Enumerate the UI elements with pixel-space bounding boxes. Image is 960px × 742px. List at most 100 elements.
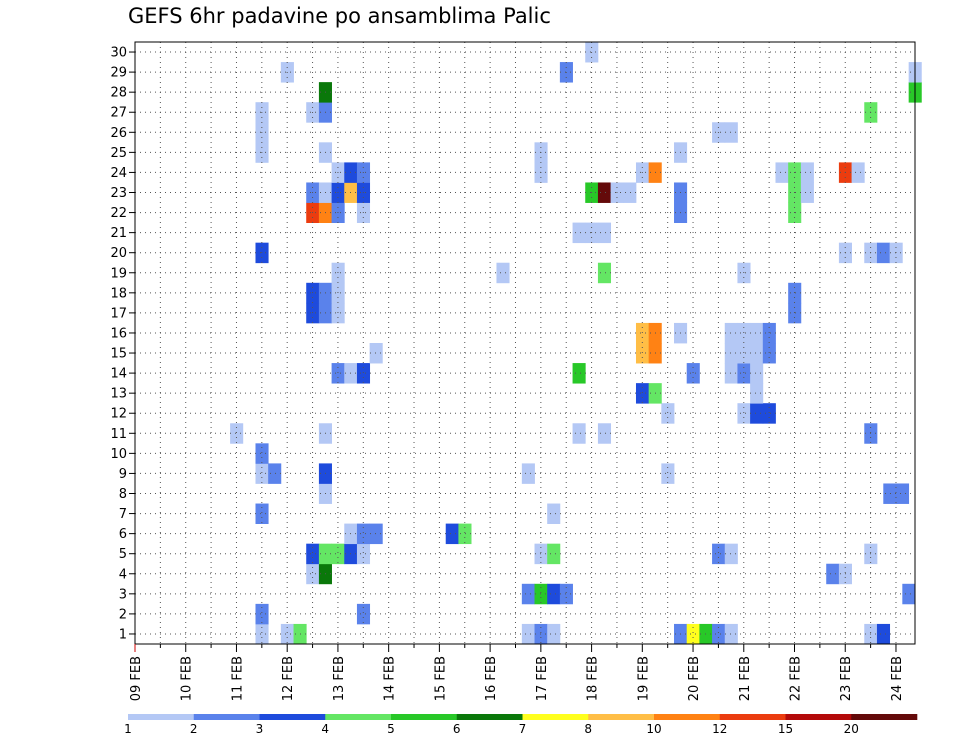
precip-cell bbox=[686, 363, 700, 384]
legend-swatch bbox=[259, 714, 326, 720]
x-tick-label: 19 FEB bbox=[636, 656, 651, 701]
precip-cell bbox=[597, 182, 612, 203]
precip-cell bbox=[572, 363, 586, 384]
precip-cell bbox=[724, 543, 738, 565]
precip-cell bbox=[331, 363, 345, 384]
precip-cell bbox=[762, 322, 776, 344]
precip-cell bbox=[306, 563, 320, 585]
color-legend: 1 2 3 4 5 6 7 8 10 12 15 20 bbox=[124, 714, 918, 736]
y-tick-label: 27 bbox=[110, 106, 127, 121]
grid-layer bbox=[135, 42, 915, 644]
y-tick-label: 30 bbox=[110, 46, 127, 61]
precip-cell bbox=[902, 583, 916, 605]
legend-swatch bbox=[456, 714, 523, 720]
precip-cell bbox=[750, 322, 764, 344]
x-tick-label: 12 FEB bbox=[281, 656, 296, 701]
precip-cell bbox=[883, 483, 897, 504]
x-tick-label: 10 FEB bbox=[180, 656, 195, 701]
y-tick-label: 15 bbox=[110, 347, 127, 362]
y-tick-label: 22 bbox=[110, 206, 127, 221]
legend-swatch bbox=[654, 714, 721, 720]
x-tick-label: 09 FEB bbox=[129, 656, 144, 701]
x-tick-label: 16 FEB bbox=[484, 656, 499, 701]
legend-swatch bbox=[851, 714, 918, 720]
precip-cell bbox=[458, 523, 472, 545]
precip-cell bbox=[331, 543, 345, 565]
y-tick-label: 3 bbox=[119, 587, 127, 602]
legend-label: 10 bbox=[646, 722, 661, 736]
precip-cell bbox=[255, 603, 269, 625]
y-tick-label: 8 bbox=[119, 487, 127, 502]
precip-cell bbox=[547, 623, 561, 645]
precip-cell bbox=[369, 343, 383, 364]
precip-cell bbox=[306, 543, 320, 565]
y-tick-label: 28 bbox=[110, 86, 127, 101]
y-tick-label: 20 bbox=[110, 246, 127, 261]
precip-cell bbox=[826, 563, 840, 585]
legend-label: 8 bbox=[584, 722, 592, 736]
legend-label: 12 bbox=[712, 722, 727, 736]
precip-cell bbox=[559, 583, 573, 605]
precip-cell bbox=[572, 222, 586, 244]
precip-cell bbox=[788, 282, 802, 304]
legend-label: 2 bbox=[190, 722, 198, 736]
precip-cell bbox=[750, 383, 764, 404]
legend-label: 20 bbox=[844, 722, 859, 736]
precip-cell bbox=[800, 162, 814, 183]
precip-cell bbox=[750, 363, 764, 384]
precip-cell bbox=[661, 403, 675, 424]
precip-cell bbox=[496, 262, 510, 284]
y-tick-label: 14 bbox=[110, 367, 127, 382]
x-tick-label: 24 FEB bbox=[890, 656, 905, 701]
precip-cell bbox=[521, 623, 535, 645]
legend-label: 3 bbox=[256, 722, 264, 736]
legend-swatch bbox=[785, 714, 852, 720]
y-tick-label: 17 bbox=[110, 306, 127, 321]
y-tick-label: 9 bbox=[119, 467, 127, 482]
precip-cell bbox=[534, 623, 548, 645]
precip-cell bbox=[737, 322, 751, 344]
legend-label: 1 bbox=[124, 722, 132, 736]
x-axis: 09 FEB 10 FEB 11 FEB 12 FEB 13 FEB 14 FEB 15 F… bbox=[129, 644, 905, 701]
x-tick-label: 11 FEB bbox=[230, 656, 245, 701]
precip-cell bbox=[521, 463, 535, 484]
x-tick-label: 14 FEB bbox=[383, 656, 398, 701]
y-tick-label: 10 bbox=[110, 447, 127, 462]
precip-cell bbox=[686, 623, 700, 645]
precip-cell bbox=[737, 363, 751, 384]
precip-cell bbox=[851, 162, 865, 183]
precip-cell bbox=[255, 623, 269, 645]
legend-label: 7 bbox=[519, 722, 527, 736]
legend-swatch bbox=[522, 714, 589, 720]
precip-cell bbox=[331, 302, 345, 324]
precip-cell bbox=[762, 343, 776, 364]
chart-title: GEFS 6hr padavine po ansamblima Palic bbox=[128, 4, 551, 28]
precip-cell bbox=[724, 623, 738, 645]
legend-label: 15 bbox=[778, 722, 793, 736]
legend-swatch bbox=[391, 714, 458, 720]
precip-cell bbox=[635, 383, 650, 404]
legend-label: 6 bbox=[453, 722, 461, 736]
precip-cell bbox=[876, 242, 891, 264]
precip-cell bbox=[750, 403, 764, 424]
y-tick-label: 7 bbox=[119, 507, 127, 522]
precip-cell bbox=[775, 162, 789, 183]
precip-cell bbox=[572, 423, 586, 444]
precip-cell bbox=[635, 343, 650, 364]
x-tick-label: 20 FEB bbox=[687, 656, 702, 701]
precip-cell bbox=[724, 322, 738, 344]
precip-cell bbox=[895, 483, 910, 504]
precip-cell bbox=[788, 302, 802, 324]
legend-swatch bbox=[719, 714, 786, 720]
precip-cell bbox=[547, 503, 561, 524]
x-tick-label: 17 FEB bbox=[535, 656, 550, 701]
precip-cell bbox=[356, 523, 371, 545]
precip-cell bbox=[724, 363, 738, 384]
precip-cell bbox=[255, 463, 269, 484]
precip-cell bbox=[750, 343, 764, 364]
y-tick-label: 26 bbox=[110, 126, 127, 141]
precip-cell bbox=[597, 262, 612, 284]
precip-cell bbox=[597, 222, 612, 244]
precip-cell bbox=[800, 182, 814, 203]
